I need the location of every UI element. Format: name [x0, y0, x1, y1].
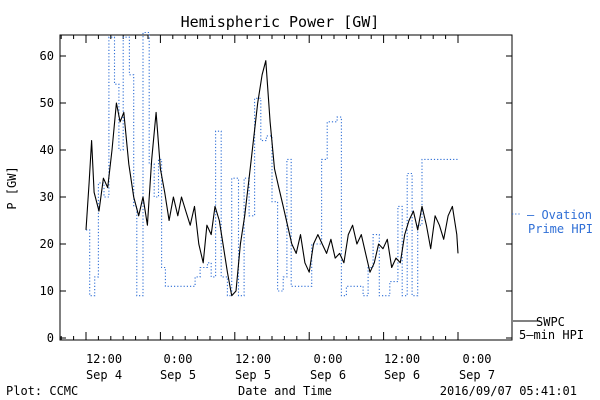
legend-swpc-label-line1: SWPC: [536, 315, 565, 329]
y-tick-label: 30: [40, 190, 54, 204]
x-tick-time-label: 12:00: [235, 352, 271, 366]
footer-right: 2016/09/07 05:41:01: [440, 384, 577, 398]
x-tick-time-label: 12:00: [86, 352, 122, 366]
x-tick-date-label: Sep 7: [459, 368, 495, 382]
y-tick-label: 20: [40, 237, 54, 251]
plot-frame: [59, 34, 513, 341]
series-line-ovation-prime: [86, 31, 458, 297]
y-tick-label: 40: [40, 143, 54, 157]
x-axis: 12:00 Sep 4 0:00 Sep 5 12:00 Sep 5 0:00 Sep 6 12…: [60, 35, 495, 382]
y-axis: 0 10 20 30 40 50 60: [40, 49, 512, 345]
x-tick-date-label: Sep 5: [235, 368, 271, 382]
chart-title: Hemispheric Power [GW]: [181, 13, 380, 31]
legend-swpc-label-line2: 5—min HPI: [519, 328, 584, 342]
series-group: [85, 31, 459, 297]
x-tick-date-label: Sep 6: [384, 368, 420, 382]
series-line-swpc: [85, 60, 459, 297]
y-tick-label: 10: [40, 284, 54, 298]
x-axis-label: Date and Time: [238, 384, 332, 398]
y-tick-label: 60: [40, 49, 54, 63]
y-tick-label: 0: [47, 331, 54, 345]
x-tick-time-label: 0:00: [164, 352, 193, 366]
x-tick-time-label: 0:00: [314, 352, 343, 366]
y-axis-label: P [GW]: [5, 166, 19, 209]
legend-ovation-label-line1: — Ovation: [527, 208, 592, 222]
footer-left: Plot: CCMC: [6, 384, 78, 398]
x-tick-date-label: Sep 5: [160, 368, 196, 382]
y-tick-label: 50: [40, 96, 54, 110]
x-tick-time-label: 12:00: [384, 352, 420, 366]
x-tick-date-label: Sep 6: [310, 368, 346, 382]
legend-ovation-label-line2: Prime HPI: [528, 222, 593, 236]
x-tick-date-label: Sep 4: [86, 368, 122, 382]
x-tick-time-label: 0:00: [463, 352, 492, 366]
